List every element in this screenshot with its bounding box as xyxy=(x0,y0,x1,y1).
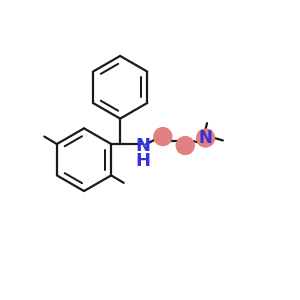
Circle shape xyxy=(154,128,172,146)
Text: N: N xyxy=(135,136,150,154)
Circle shape xyxy=(176,136,194,154)
Circle shape xyxy=(196,129,214,147)
Text: H: H xyxy=(135,152,150,170)
Text: N: N xyxy=(199,129,212,147)
